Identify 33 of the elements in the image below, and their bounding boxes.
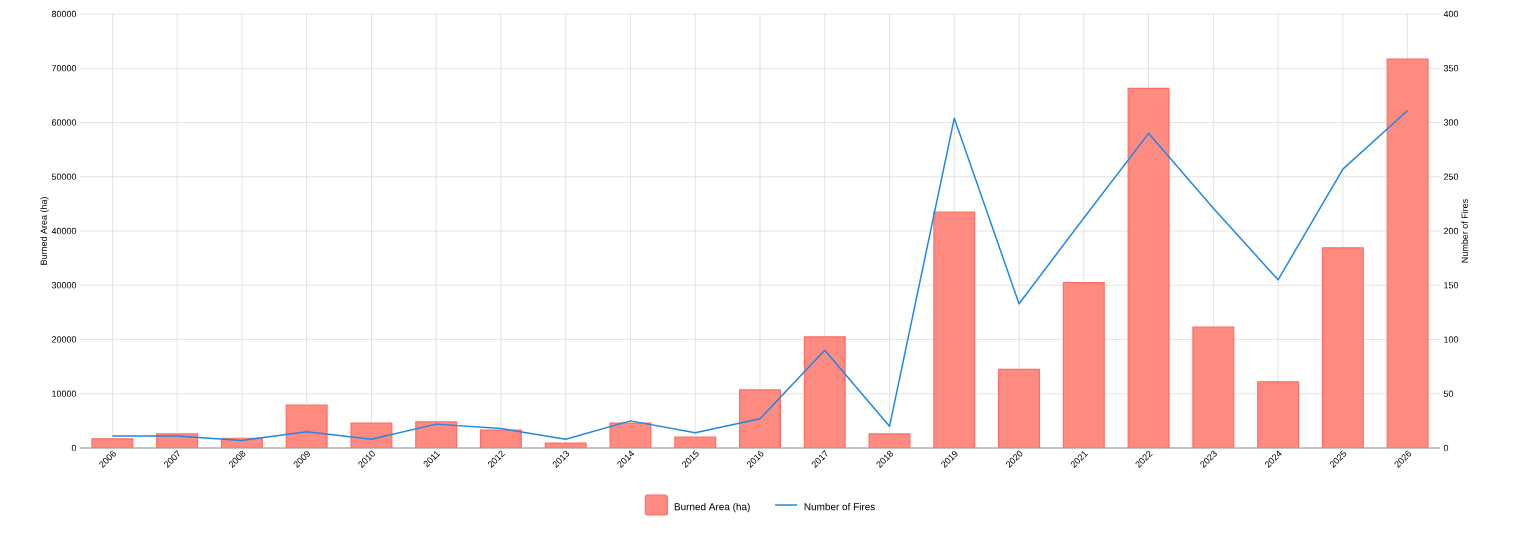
bar	[1062, 281, 1105, 448]
y-tick-label: 0	[71, 444, 77, 452]
bar	[1192, 326, 1235, 448]
y-tick-label: 40000	[51, 227, 77, 235]
y-axis-title: Burned Area (ha)	[40, 197, 49, 265]
y2-tick-label: 400	[1443, 10, 1459, 18]
y2-tick-label: 250	[1443, 173, 1459, 180]
y2-tick-label: 0	[1443, 444, 1449, 452]
y2-axis-title: Number of Fires	[1461, 199, 1468, 263]
y2-tick-label: 200	[1443, 227, 1459, 235]
y2-tick-label: 100	[1444, 336, 1459, 343]
y-tick-label: 80000	[51, 10, 77, 18]
bar	[739, 389, 781, 448]
bar	[1321, 247, 1364, 448]
y2-tick-label: 300	[1443, 119, 1459, 126]
y-tick-label: 60000	[52, 119, 77, 126]
bar	[1386, 58, 1429, 448]
y2-tick-label: 350	[1443, 65, 1459, 72]
y-tick-label: 50000	[51, 173, 77, 180]
y-tick-label: 70000	[52, 65, 77, 72]
y-tick-label: 20000	[52, 336, 77, 343]
y2-tick-label: 50	[1443, 390, 1454, 397]
y2-tick-label: 150	[1444, 282, 1459, 289]
bar	[933, 211, 976, 448]
bar	[1127, 87, 1170, 448]
bar	[803, 336, 846, 448]
y-tick-label: 30000	[51, 282, 77, 289]
bar	[998, 368, 1041, 448]
legend-label: Burned Area (ha)	[674, 502, 750, 513]
line-series	[111, 109, 1409, 442]
legend-label: Number of Fires	[804, 502, 875, 511]
y-tick-label: 10000	[52, 390, 77, 397]
bar	[1257, 381, 1300, 448]
